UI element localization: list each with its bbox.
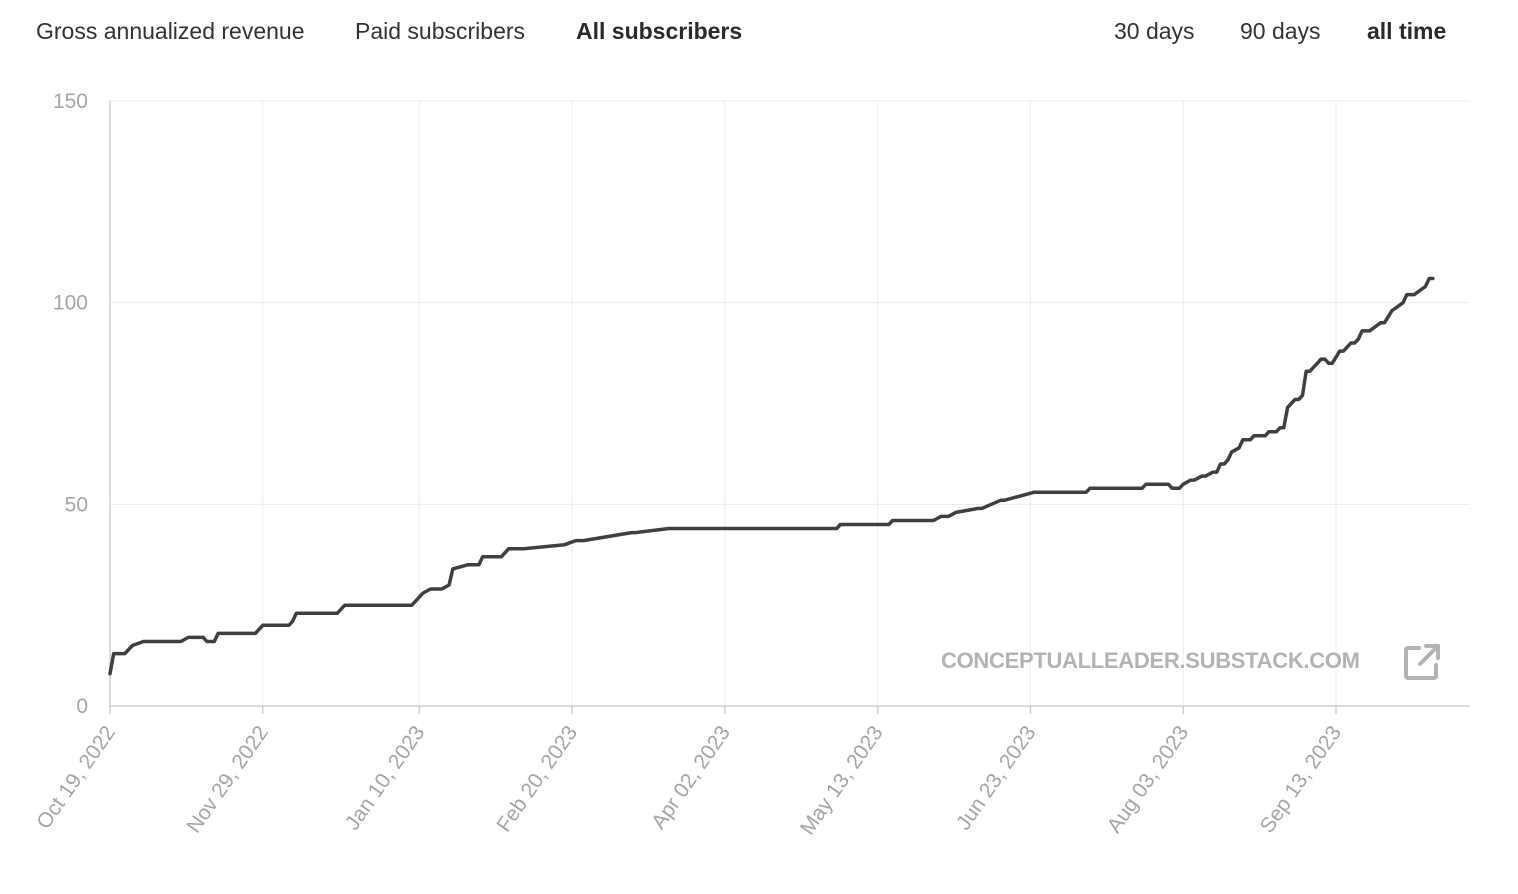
grid [109, 100, 1470, 706]
publication-watermark: CONCEPTUALLEADER.SUBSTACK.COM [941, 648, 1360, 673]
x-tick-label: May 13, 2023 [796, 722, 888, 839]
x-tick-label: Jan 10, 2023 [341, 722, 429, 835]
y-tick-label: 50 [65, 493, 88, 516]
external-link-icon[interactable] [1402, 642, 1442, 682]
tab-paid-subscribers[interactable]: Paid subscribers [355, 18, 526, 44]
x-tick-label: Feb 20, 2023 [492, 722, 582, 837]
range-all-time[interactable]: all time [1367, 18, 1447, 44]
tab-gross-annualized-revenue[interactable]: Gross annualized revenue [36, 18, 305, 44]
y-tick-label: 150 [53, 90, 88, 113]
x-tick-label: Aug 03, 2023 [1103, 722, 1194, 838]
series [108, 276, 1435, 676]
subscribers-line [108, 276, 1435, 676]
x-tick-label: Oct 19, 2022 [32, 722, 120, 834]
x-tick-label: Sep 13, 2023 [1256, 722, 1347, 838]
range-90-days[interactable]: 90 days [1240, 18, 1321, 44]
range-30-days[interactable]: 30 days [1114, 18, 1195, 44]
tab-all-subscribers[interactable]: All subscribers [576, 18, 743, 44]
axes: 0 50 100 150 Oct 19, 2022 Nov 29, 2022 Jan 10,… [32, 90, 1470, 839]
top-bar: Gross annualized revenue Paid subscriber… [0, 0, 1518, 64]
y-tick-label: 0 [76, 695, 88, 718]
x-tick-label: Jun 23, 2023 [952, 722, 1040, 835]
y-tick-label: 100 [53, 292, 88, 315]
x-tick-label: Apr 02, 2023 [647, 722, 735, 834]
x-tick-label: Nov 29, 2022 [182, 722, 273, 838]
